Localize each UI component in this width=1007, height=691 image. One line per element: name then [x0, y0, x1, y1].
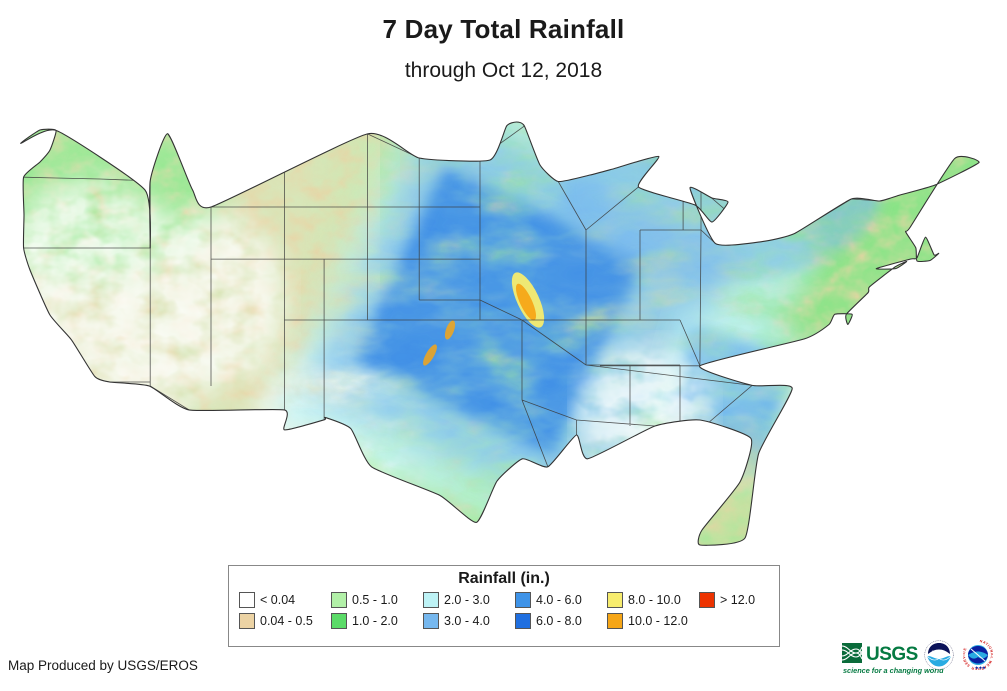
svg-text:NOAA: NOAA: [932, 650, 946, 655]
svg-text:★★★: ★★★: [975, 665, 986, 670]
svg-text:USGS: USGS: [866, 644, 918, 665]
